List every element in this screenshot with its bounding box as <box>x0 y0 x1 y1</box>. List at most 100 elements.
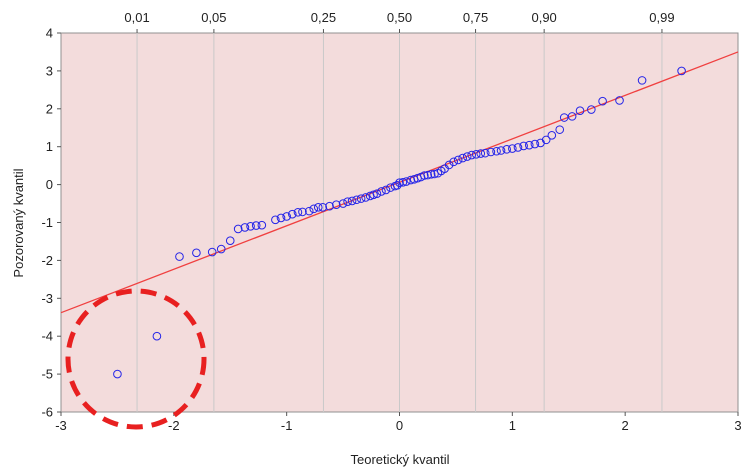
data-point <box>293 207 303 217</box>
data-point <box>152 331 162 341</box>
data-point <box>426 170 436 179</box>
y-tick-label: -4 <box>41 329 53 344</box>
data-point <box>352 195 361 205</box>
y-tick-label: 1 <box>46 139 53 154</box>
prob-tick-label: 0,75 <box>463 10 488 25</box>
x-axis-label: Teoretický kvantil <box>351 452 450 467</box>
data-point <box>318 203 328 212</box>
outlier-highlight-circle <box>65 288 207 430</box>
data-point <box>381 185 391 195</box>
data-point <box>304 206 314 216</box>
x-tick-label: 1 <box>509 418 516 433</box>
data-point <box>575 106 585 115</box>
data-point <box>567 112 577 121</box>
y-tick-label: -1 <box>41 215 53 230</box>
data-point <box>271 215 280 225</box>
data-point <box>113 369 122 379</box>
data-point <box>251 221 261 230</box>
data-point <box>216 244 226 254</box>
data-point <box>555 125 565 134</box>
data-point <box>361 193 370 202</box>
data-point <box>175 252 184 261</box>
data-point <box>240 223 250 232</box>
data-point <box>486 147 496 157</box>
data-point <box>192 248 201 258</box>
data-point <box>332 200 341 209</box>
y-tick-label: 0 <box>46 177 53 192</box>
prob-tick-label: 0,90 <box>531 10 556 25</box>
data-point <box>513 143 523 152</box>
data-point <box>276 213 286 223</box>
data-point <box>492 146 501 156</box>
data-point <box>524 140 534 150</box>
probability-tick-labels: 0,01 0,05 0,25 0,50 0,75 0,90 0,99 <box>124 10 675 33</box>
data-point <box>444 160 454 170</box>
data-point <box>449 157 458 167</box>
data-points <box>113 66 686 379</box>
data-point <box>369 190 378 200</box>
y-tick-label: 4 <box>46 26 53 41</box>
data-point <box>257 220 267 230</box>
data-point <box>423 170 433 180</box>
prob-tick-label: 0,50 <box>387 10 412 25</box>
probability-gridlines <box>136 33 663 412</box>
data-point <box>615 96 624 105</box>
y-tick-label: -3 <box>41 291 53 306</box>
x-tick-label: -1 <box>281 418 293 433</box>
data-point <box>309 204 319 214</box>
x-axis-ticks: -3 -2 -1 0 1 2 3 <box>55 412 742 433</box>
data-point <box>547 131 557 140</box>
data-point <box>496 146 506 155</box>
data-point <box>637 76 647 85</box>
data-point <box>462 152 472 161</box>
data-point <box>372 189 382 198</box>
data-point <box>420 171 429 180</box>
prob-tick-label: 0,01 <box>124 10 149 25</box>
data-point <box>587 105 596 114</box>
data-point <box>519 141 528 151</box>
y-tick-label: 3 <box>46 63 53 78</box>
data-point <box>233 224 243 234</box>
data-point <box>395 178 404 188</box>
data-point <box>356 194 366 203</box>
prob-tick-label: 0,25 <box>311 10 336 25</box>
data-point <box>530 139 540 149</box>
x-tick-label: 2 <box>622 418 629 433</box>
data-point <box>347 196 357 206</box>
x-tick-label: -2 <box>168 418 180 433</box>
data-point <box>598 96 607 106</box>
data-point <box>458 153 467 163</box>
data-point <box>471 149 481 159</box>
data-point <box>225 236 235 245</box>
data-point <box>502 145 511 154</box>
data-point <box>298 207 307 217</box>
y-tick-label: -6 <box>41 405 53 420</box>
data-point <box>508 144 517 153</box>
data-point <box>338 199 348 208</box>
y-tick-label: 2 <box>46 101 53 116</box>
data-point <box>377 187 386 196</box>
data-point <box>467 150 477 160</box>
x-tick-label: 3 <box>734 418 741 433</box>
data-point <box>398 178 408 187</box>
prob-tick-label: 0,99 <box>649 10 674 25</box>
y-axis-label: Pozorovaný kvantil <box>11 168 26 277</box>
prob-tick-label: 0,05 <box>201 10 226 25</box>
data-point <box>207 247 217 257</box>
data-point <box>480 148 490 158</box>
data-point <box>246 221 255 231</box>
x-tick-label: 0 <box>396 418 403 433</box>
data-point <box>541 135 551 145</box>
data-point <box>343 197 352 206</box>
data-point <box>325 201 334 211</box>
data-point <box>453 155 463 165</box>
data-point <box>313 203 323 212</box>
data-point <box>476 149 486 158</box>
data-point <box>288 209 297 219</box>
data-point <box>282 212 291 221</box>
y-tick-label: -2 <box>41 253 53 268</box>
y-axis-ticks: 4 3 2 1 0 -1 -2 -3 -4 -5 -6 <box>41 26 61 420</box>
data-point <box>401 177 411 186</box>
y-tick-label: -5 <box>41 367 53 382</box>
